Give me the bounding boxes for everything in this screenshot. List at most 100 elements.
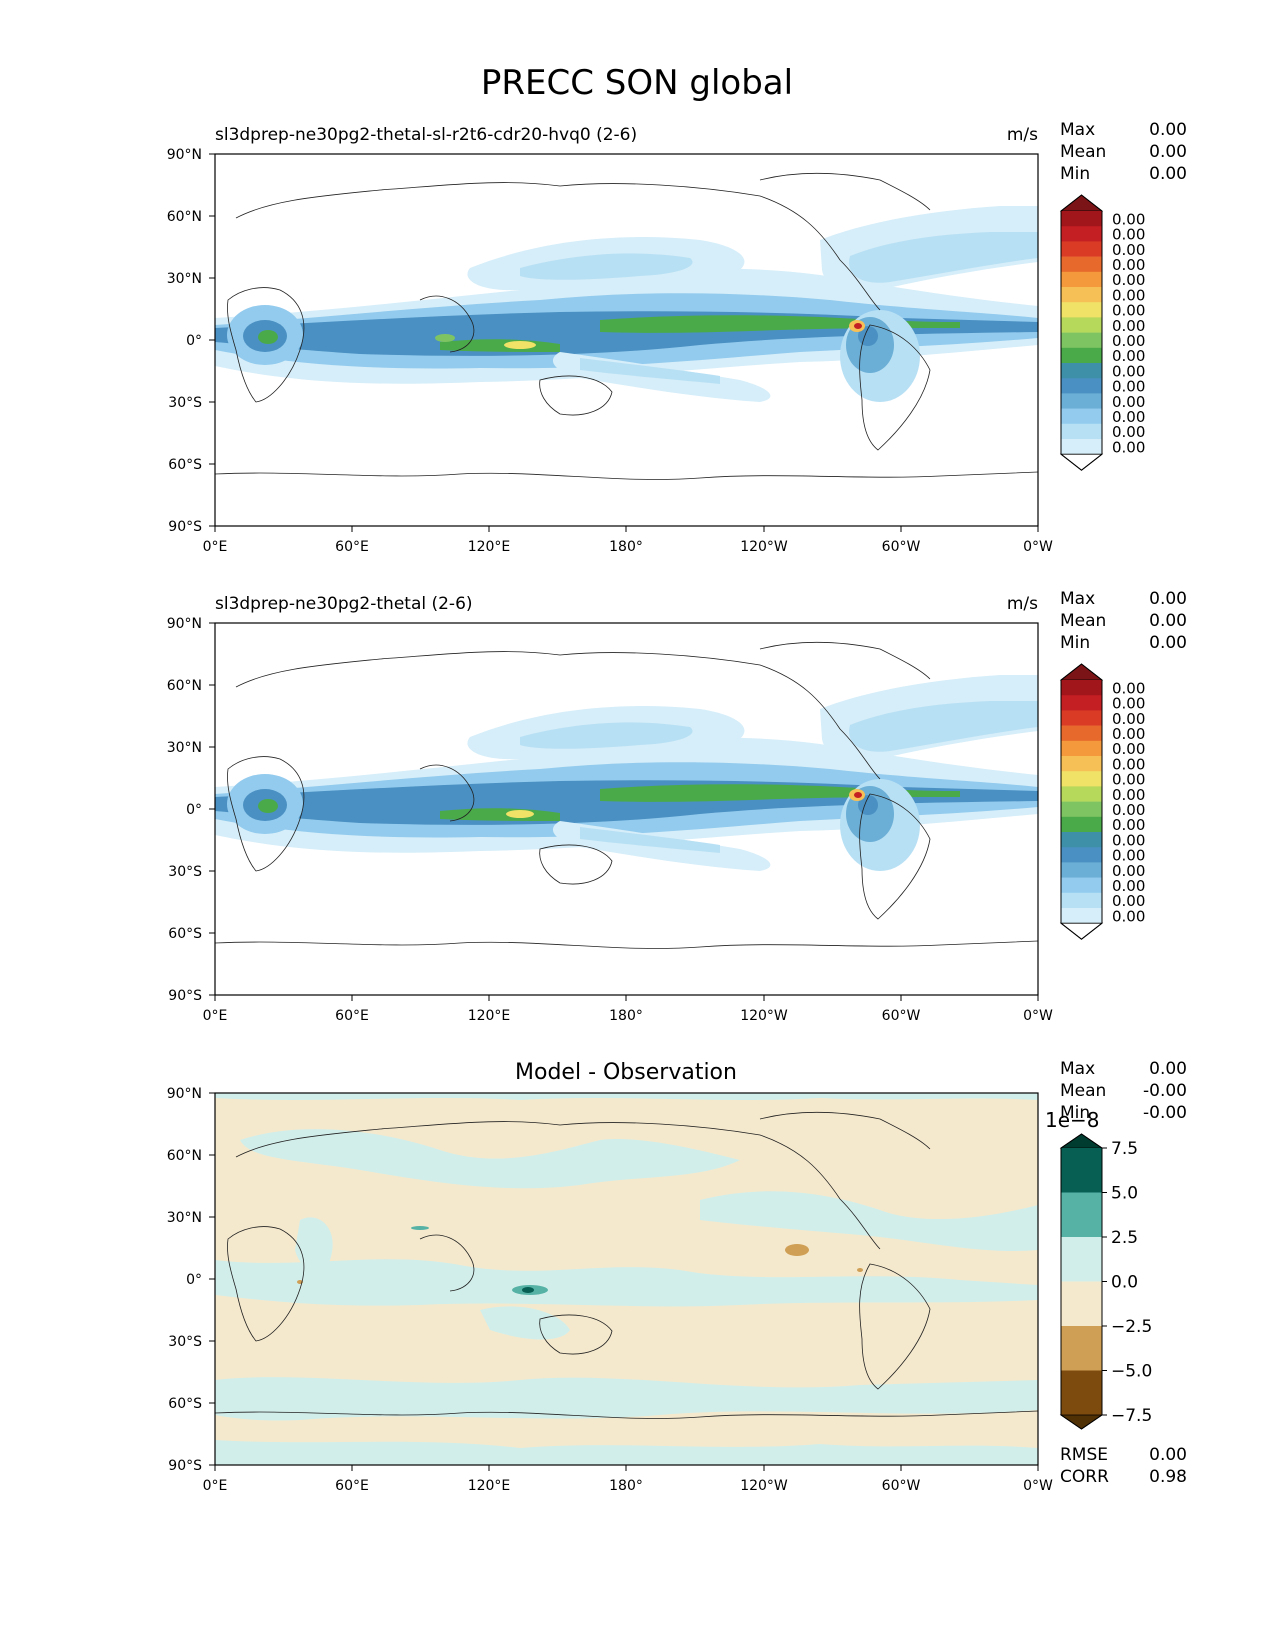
lon-tick: 180° xyxy=(609,1465,643,1494)
lon-tick: 0°E xyxy=(203,526,228,555)
colorbar-tick-label: 0.00 xyxy=(1112,892,1145,910)
lat-tick: 60°N xyxy=(167,209,215,225)
lon-tick-label: 0°E xyxy=(203,539,228,555)
stats-block: Max 0.00 Mean -0.00 Min -0.00 xyxy=(1060,1059,1187,1123)
stat-max-value: 0.00 xyxy=(1149,1059,1187,1079)
lon-tick: 0°W xyxy=(1023,995,1053,1024)
colorbar-segment xyxy=(1061,256,1102,273)
panel-title-center: Model - Observation xyxy=(515,1060,737,1085)
lat-tick: 30°N xyxy=(167,740,215,756)
stat-mean-value: -0.00 xyxy=(1143,1081,1187,1101)
colorbar-exponent: 1e−8 xyxy=(1045,1108,1100,1132)
colorbar-extend-max xyxy=(1059,194,1104,212)
lat-axis: 90°N 60°N 30°N 0° 30°S 60°S 90°S xyxy=(167,616,215,1004)
colorbar: 0.000.000.000.000.000.000.000.000.000.00… xyxy=(1059,663,1145,940)
lat-tick-label: 0° xyxy=(186,802,202,818)
stat-corr-value: 0.98 xyxy=(1149,1467,1187,1487)
lat-tick-label: 0° xyxy=(186,1272,202,1288)
lat-axis: 90°N 60°N 30°N 0° 30°S 60°S 90°S xyxy=(167,1086,215,1474)
colorbar-tick-label: 0.00 xyxy=(1112,332,1145,350)
lon-tick-label: 60°E xyxy=(335,1478,369,1494)
colorbar-segment xyxy=(1061,801,1102,818)
stats-block: Max 0.00 Mean 0.00 Min 0.00 xyxy=(1060,120,1187,184)
lat-tick-label: 90°S xyxy=(168,988,202,1004)
colorbar-tick-label: 0.00 xyxy=(1112,786,1145,804)
lon-tick: 180° xyxy=(609,526,643,555)
lon-tick-label: 0°W xyxy=(1023,539,1053,555)
lat-tick: 0° xyxy=(186,802,215,818)
stat-rmse-value: 0.00 xyxy=(1149,1445,1187,1465)
panel-units: m/s xyxy=(1007,594,1038,614)
lat-tick-label: 60°S xyxy=(168,1396,202,1412)
colorbar-tick-label: 2.5 xyxy=(1111,1228,1138,1248)
lat-tick: 90°N xyxy=(167,1086,215,1102)
colorbar-segment xyxy=(1061,786,1102,802)
colorbar-tick-label: 0.00 xyxy=(1112,740,1145,758)
colorbar-segment xyxy=(1061,1148,1102,1193)
coastlines xyxy=(215,172,1038,480)
lat-tick: 60°S xyxy=(168,457,215,473)
lat-tick-label: 90°S xyxy=(168,1458,202,1474)
colorbar-segment xyxy=(1061,710,1102,726)
lat-tick: 90°N xyxy=(167,616,215,632)
lon-tick-label: 120°E xyxy=(468,1478,511,1494)
lon-tick-label: 60°W xyxy=(882,539,921,555)
lat-tick-label: 90°N xyxy=(167,1086,202,1102)
lon-tick: 120°E xyxy=(468,1465,511,1494)
colorbar-tick-label: 0.00 xyxy=(1112,801,1145,819)
map-field xyxy=(215,623,1038,995)
lat-tick: 90°S xyxy=(168,988,215,1004)
lat-tick-label: 30°N xyxy=(167,271,202,287)
colorbar-outline xyxy=(1060,194,1103,471)
lat-tick-label: 0° xyxy=(186,333,202,349)
colorbar-extend-max xyxy=(1059,1133,1104,1149)
lat-tick-label: 60°N xyxy=(167,209,202,225)
stat-corr-label: CORR xyxy=(1060,1467,1109,1487)
lon-tick-label: 60°E xyxy=(335,1008,369,1024)
stat-mean-label: Mean xyxy=(1060,1081,1106,1101)
stat-max-label: Max xyxy=(1060,1059,1095,1079)
lat-tick-label: 30°S xyxy=(168,864,202,880)
lon-tick-label: 180° xyxy=(609,1478,643,1494)
colorbar-segment xyxy=(1061,317,1102,333)
colorbar-segment xyxy=(1061,847,1102,863)
stat-min-value: 0.00 xyxy=(1149,164,1187,184)
colorbar-tick-label: 0.00 xyxy=(1112,393,1145,411)
colorbar: 7.5 5.0 2.5 0.0 −2.5 −5.0 −7.5 xyxy=(1059,1133,1152,1430)
colorbar-extend-min xyxy=(1059,922,1104,940)
colorbar-segment xyxy=(1061,347,1102,364)
colorbar-segment xyxy=(1061,302,1102,318)
colorbar-segment xyxy=(1061,1326,1102,1371)
colorbar-tick-label: 0.00 xyxy=(1112,862,1145,880)
lon-tick-label: 120°E xyxy=(468,1008,511,1024)
stat-max-value: 0.00 xyxy=(1149,589,1187,609)
colorbar-tick-label: 0.00 xyxy=(1112,408,1145,426)
lon-tick: 60°W xyxy=(882,1465,920,1494)
colorbar-tick-label: 0.00 xyxy=(1112,816,1145,834)
extra-stats: RMSE 0.00 CORR 0.98 xyxy=(1060,1445,1187,1487)
lat-tick: 30°S xyxy=(168,864,215,880)
colorbar-outline xyxy=(1060,663,1103,940)
colorbar-segment xyxy=(1061,423,1102,440)
lon-tick-label: 60°W xyxy=(882,1008,921,1024)
lat-tick-label: 90°N xyxy=(167,616,202,632)
lon-tick: 180° xyxy=(609,995,643,1024)
lat-tick: 0° xyxy=(186,333,215,349)
colorbar-segment xyxy=(1061,756,1102,772)
colorbar-segment xyxy=(1061,892,1102,909)
lon-tick: 120°E xyxy=(468,995,511,1024)
colorbar-tick-label: 0.00 xyxy=(1112,679,1145,697)
colorbar-segment xyxy=(1061,439,1102,455)
lon-tick-label: 180° xyxy=(609,1008,643,1024)
lon-tick-label: 120°W xyxy=(740,1008,788,1024)
stat-max-label: Max xyxy=(1060,120,1095,140)
colorbar-segment xyxy=(1061,241,1102,257)
panel-title-left: sl3dprep-ne30pg2-thetal-sl-r2t6-cdr20-hv… xyxy=(215,125,637,145)
colorbar-tick-label: 0.00 xyxy=(1112,362,1145,380)
lon-tick: 120°W xyxy=(740,1465,788,1494)
lon-tick: 0°E xyxy=(203,995,228,1024)
lon-tick-label: 0°E xyxy=(203,1008,228,1024)
colorbar-segment xyxy=(1061,1237,1102,1282)
map-field xyxy=(215,154,1038,526)
